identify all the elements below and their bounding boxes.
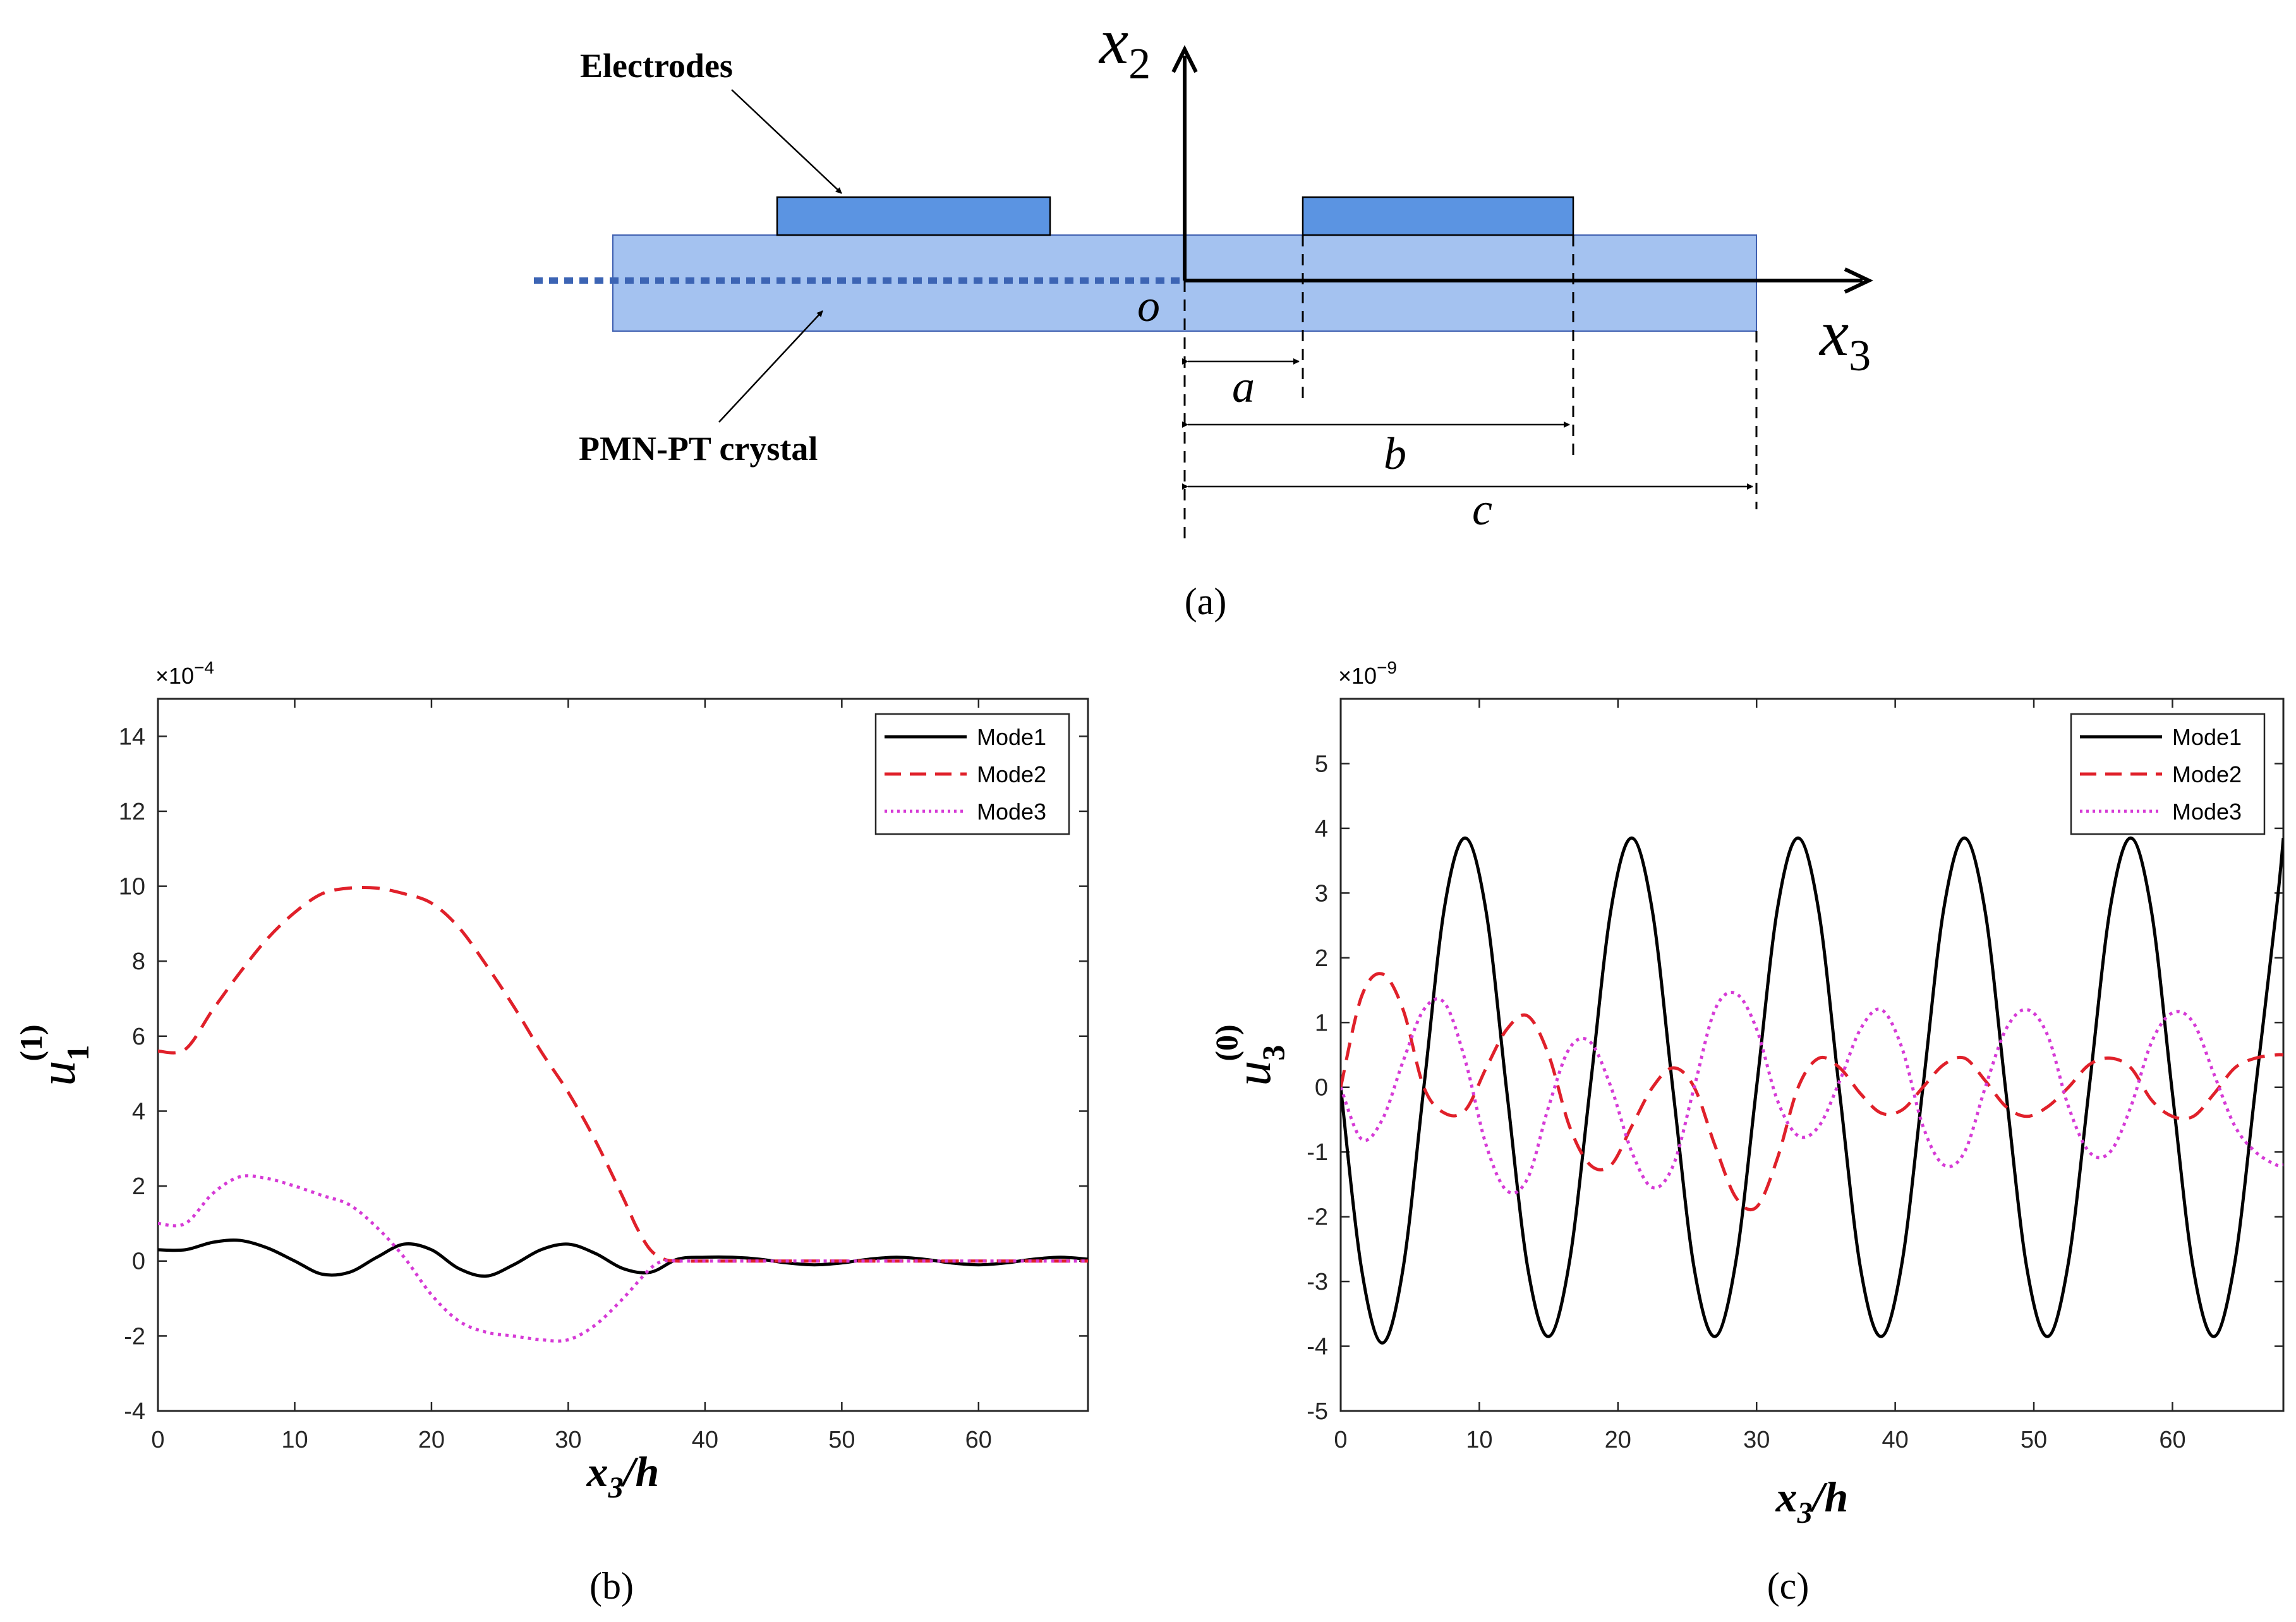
chart-c-series-mode1 [1341, 836, 2283, 1345]
chart-b-xtick-label: 60 [965, 1427, 992, 1453]
chart-b-legend-box [874, 713, 1070, 835]
chart-b-ytick-label: 0 [132, 1249, 145, 1275]
chart-b-ytick-label: 10 [119, 874, 145, 900]
chart-c-ytick-label: 3 [1315, 880, 1328, 907]
schematic-diagram: x2 x3 o Electrodes PMN-PT crystal a b c … [534, 5, 1874, 622]
chart-b-xtick-label: 20 [418, 1427, 445, 1453]
chart-c-lines [1341, 836, 2283, 1345]
x2-axis-arrow [1171, 45, 1198, 73]
chart-c-xtick-label: 0 [1334, 1427, 1347, 1453]
chart-b-ytick-label: -4 [124, 1398, 145, 1425]
chart-c-legend-box [2070, 713, 2266, 835]
electrodes-leader [731, 89, 842, 194]
chart-b-ylabel: u1(1) [13, 1024, 95, 1086]
chart-b-ytick-label: 6 [132, 1024, 145, 1050]
chart-c-xtick-label: 30 [1743, 1427, 1770, 1453]
chart-c-xtick-label: 60 [2159, 1427, 2185, 1453]
chart-b-legend-mode3: Mode3 [977, 799, 1046, 825]
electrodes-label: Electrodes [580, 47, 733, 85]
chart-c-xtick-label: 20 [1605, 1427, 1631, 1453]
chart-c-ytick-label: 2 [1315, 945, 1328, 972]
x2-axis-label: x2 [1098, 5, 1151, 88]
chart-c-xlabel: x3/h [1775, 1473, 1849, 1530]
x3-axis-arrow [1844, 267, 1874, 294]
chart-b-xlabel: x3/h [586, 1448, 660, 1504]
chart-c-ylabel: u3(0) [1209, 1024, 1291, 1086]
chart-c-ytick-label: -3 [1307, 1269, 1328, 1295]
chart-b-exponent: ×10−4 [155, 658, 214, 689]
chart-b-xtick-label: 30 [555, 1427, 581, 1453]
chart-c-ytick-label: 1 [1315, 1010, 1328, 1036]
chart-c-exponent: ×10−9 [1338, 658, 1397, 689]
chart-c-ytick-label: 0 [1315, 1075, 1328, 1101]
chart-b-xtick-label: 50 [828, 1427, 855, 1453]
chart-b-ytick-label: 14 [119, 723, 145, 750]
chart-b-xtick-label: 10 [281, 1427, 308, 1453]
chart-c-xtick-label: 40 [1882, 1427, 1909, 1453]
chart-c-xtick-label: 50 [2021, 1427, 2047, 1453]
x3-axis-label: x3 [1818, 297, 1871, 380]
chart-c-ytick-label: 5 [1315, 751, 1328, 777]
caption-a: (a) [1185, 581, 1227, 622]
chart-b-legend-mode2: Mode2 [977, 761, 1046, 787]
chart-c-legend-mode2: Mode2 [2172, 761, 2242, 787]
chart-b-ytick-label: 4 [132, 1098, 145, 1125]
left-electrode [776, 196, 1051, 236]
chart-b-xtick-label: 0 [151, 1427, 164, 1453]
right-electrode [1302, 196, 1574, 236]
dim-a-label: a [1232, 361, 1255, 412]
chart-c-legend: Mode1 Mode2 Mode3 [2070, 713, 2266, 835]
chart-b-xtick-label: 40 [692, 1427, 718, 1453]
chart-c-ytick-label: 4 [1315, 816, 1328, 842]
chart-b-ytick-label: 8 [132, 948, 145, 975]
chart-c: 0 10 20 30 40 50 60 -5 -4 -3 -2 -1 0 1 2 3 4 5 ×10−9 x3/h… [1209, 658, 2285, 1607]
caption-b: (b) [589, 1565, 634, 1607]
chart-b-ytick-label: -2 [124, 1323, 145, 1350]
chart-c-ytick-label: -5 [1307, 1398, 1328, 1425]
chart-c-ytick-label: -2 [1307, 1204, 1328, 1231]
dim-c-label: c [1472, 484, 1492, 535]
chart-b-legend: Mode1 Mode2 Mode3 [874, 713, 1070, 835]
chart-b-ytick-label: 12 [119, 799, 145, 825]
chart-c-ytick-label: -4 [1307, 1334, 1328, 1360]
origin-label: o [1137, 281, 1160, 331]
chart-c-legend-mode3: Mode3 [2172, 799, 2242, 825]
caption-c: (c) [1767, 1565, 1810, 1607]
crystal-leader [718, 310, 823, 423]
chart-c-series-mode2 [1341, 972, 2283, 1211]
chart-b-series-mode3 [158, 1174, 1088, 1343]
chart-b-ytick-label: 2 [132, 1173, 145, 1200]
chart-b-lines [158, 885, 1088, 1343]
dim-b-label: b [1384, 428, 1406, 479]
chart-c-ticks: 0 10 20 30 40 50 60 -5 -4 -3 -2 -1 0 1 2 3 4 5 [1307, 699, 2283, 1453]
crystal-label: PMN-PT crystal [579, 430, 818, 468]
chart-b-ticks: 0 10 20 30 40 50 60 -4 -2 0 2 4 6 8 10 12 14 [119, 699, 1088, 1453]
chart-b-legend-mode1: Mode1 [977, 724, 1046, 750]
chart-c-ytick-label: -1 [1307, 1139, 1328, 1166]
chart-c-legend-mode1: Mode1 [2172, 724, 2242, 750]
chart-c-xtick-label: 10 [1466, 1427, 1492, 1453]
